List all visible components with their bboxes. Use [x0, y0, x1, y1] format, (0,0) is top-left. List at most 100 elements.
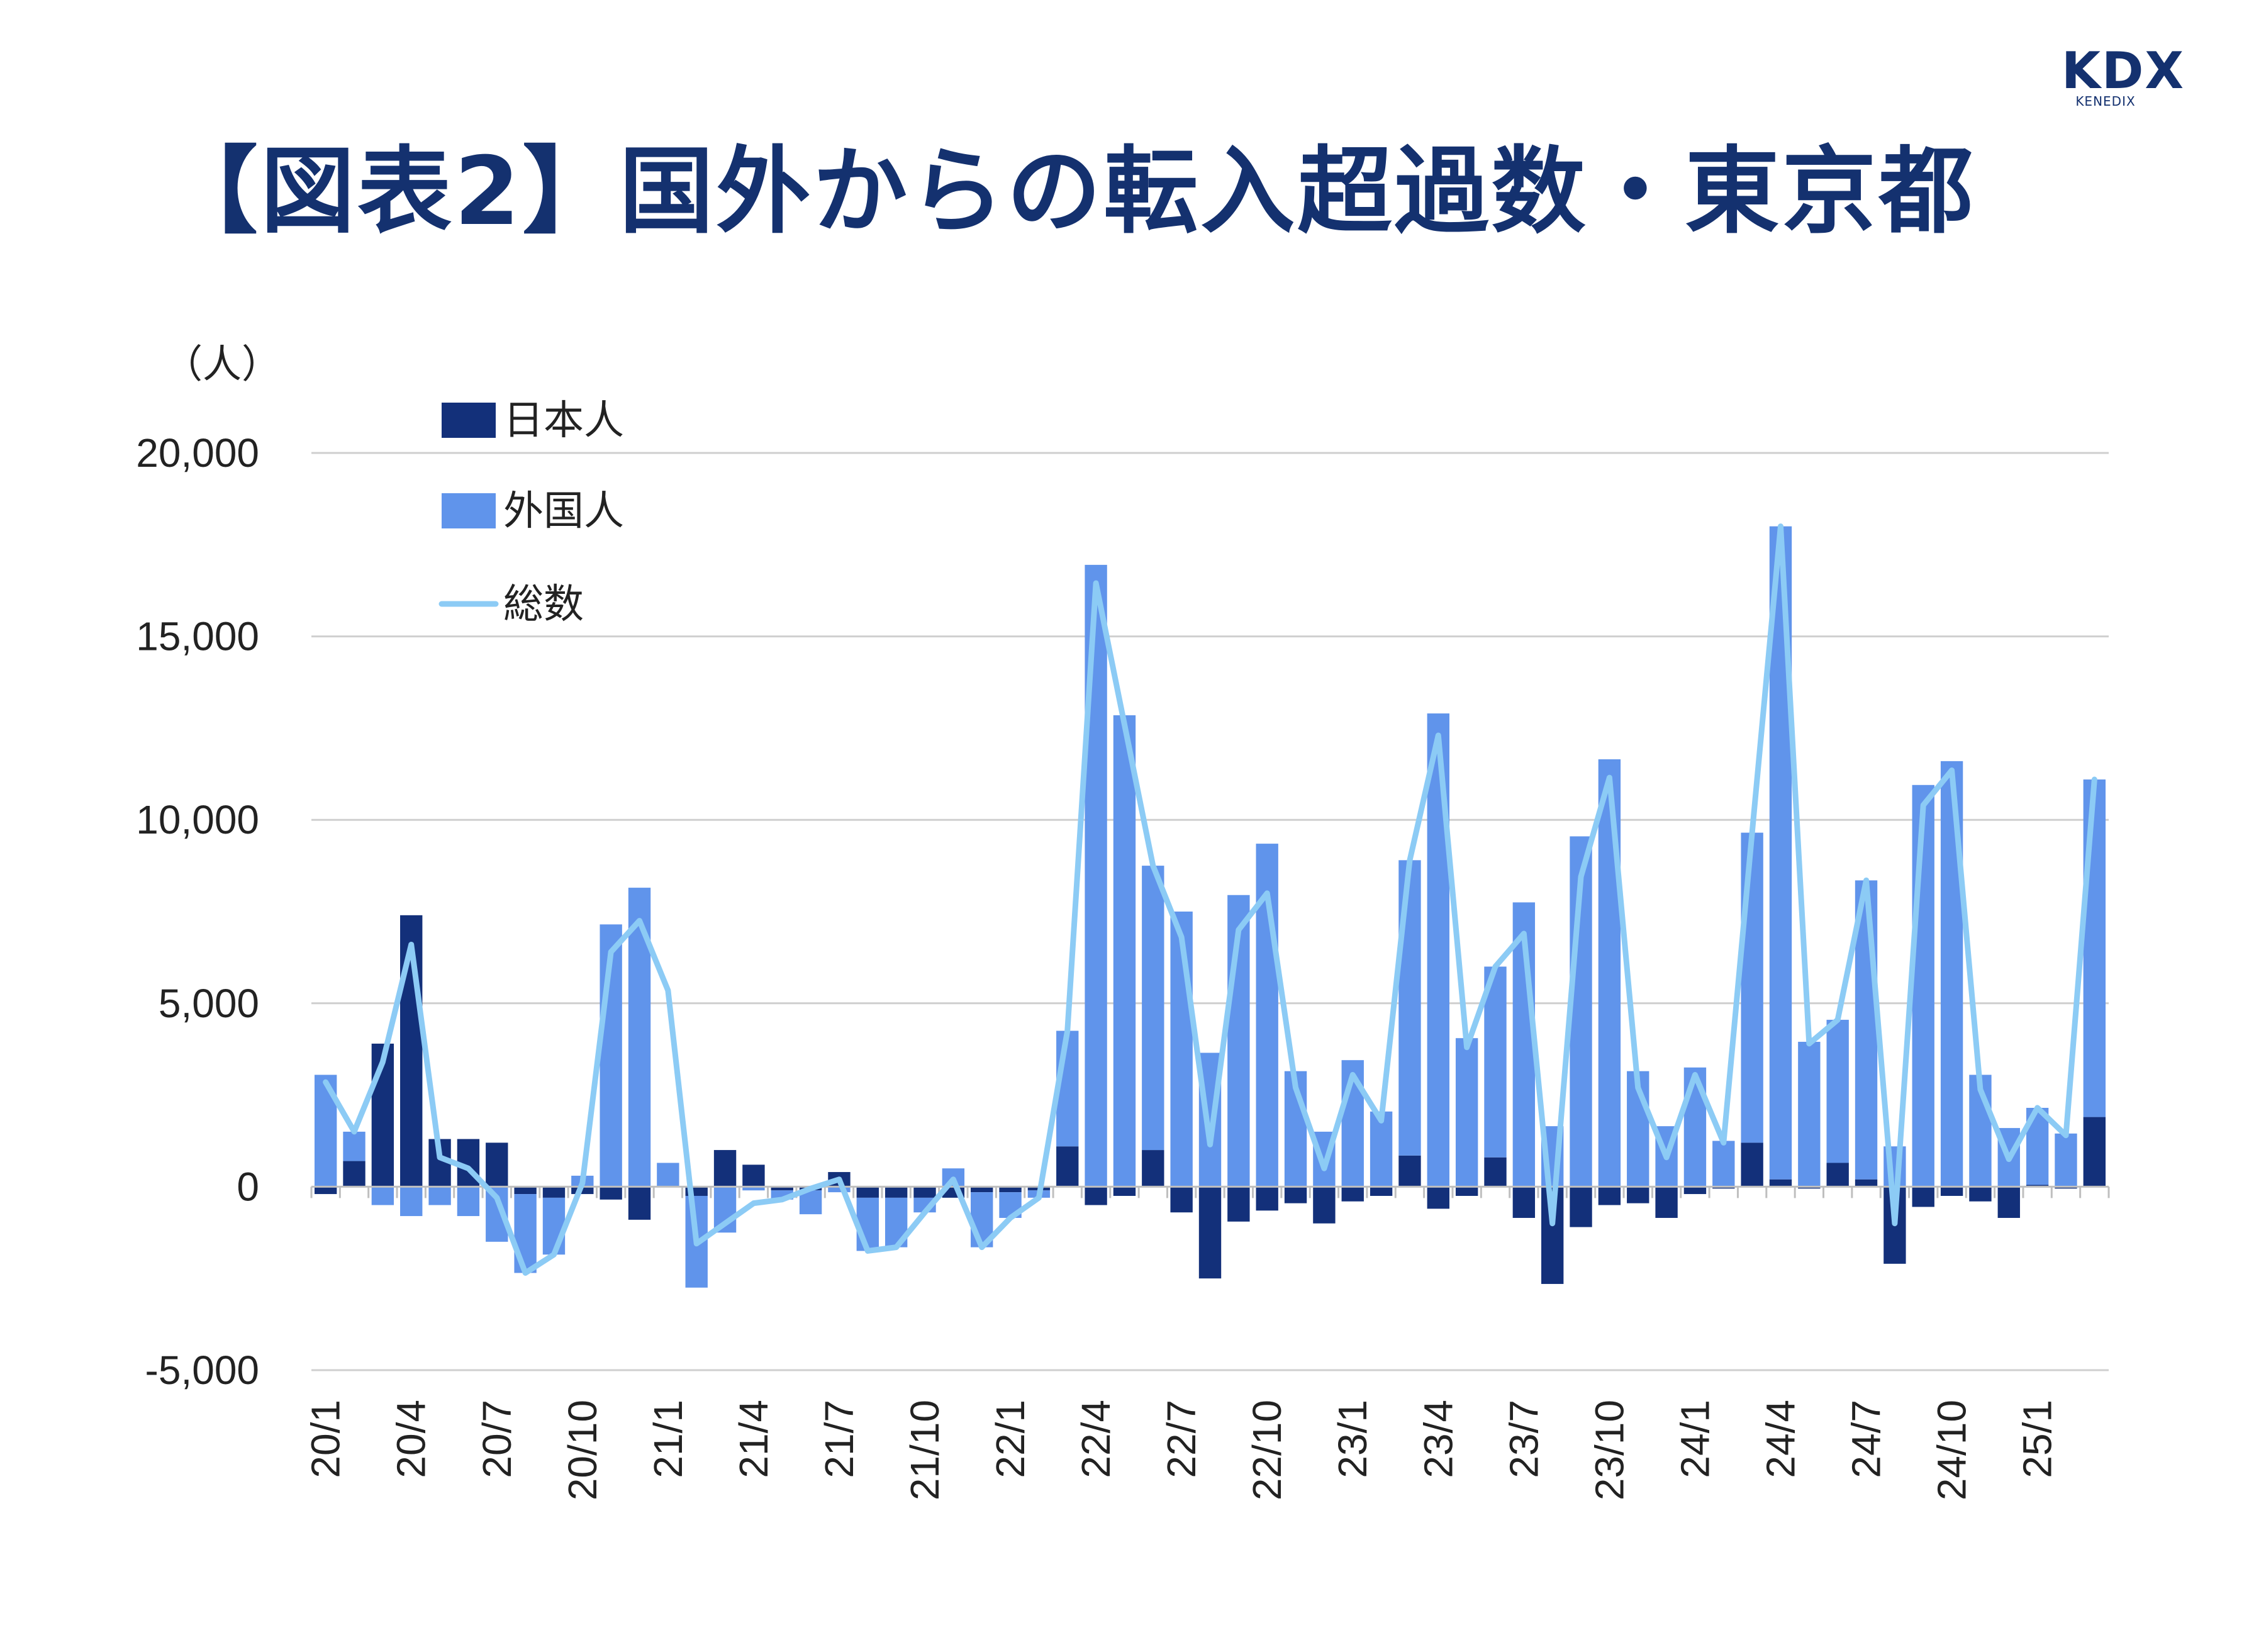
x-tick-label: 22/10 — [1244, 1400, 1290, 1500]
bar-japanese — [1284, 1186, 1307, 1203]
x-tick-label: 20/7 — [474, 1400, 520, 1478]
x-tick-labels: 20/1 20/4 20/7 20/10 21/1 21/4 21/7 21/10 22/1 22… — [303, 1400, 2060, 1500]
bar-japanese — [1512, 1186, 1536, 1218]
bar-japanese — [1056, 1146, 1079, 1187]
x-tick-label: 21/1 — [645, 1400, 691, 1478]
bar-foreign — [657, 1163, 679, 1187]
bar-foreign — [428, 1186, 451, 1205]
bar-japanese — [1570, 1186, 1592, 1227]
bar-japanese — [1427, 1186, 1449, 1209]
bar-japanese — [1912, 1186, 1934, 1207]
bar-japanese — [2083, 1117, 2106, 1187]
x-tick-label: 23/4 — [1415, 1400, 1461, 1478]
bar-japanese — [1256, 1186, 1278, 1211]
bar-japanese — [1655, 1186, 1678, 1218]
bar-japanese — [514, 1186, 537, 1195]
logo-sub-text: KENEDIX — [2075, 94, 2135, 109]
legend-label: 日本人 — [503, 398, 624, 444]
bar-japanese — [971, 1186, 993, 1193]
bar-japanese — [1398, 1155, 1421, 1187]
bar-japanese — [1598, 1186, 1621, 1205]
bar-foreign — [1741, 832, 1763, 1143]
bar-foreign — [1142, 866, 1164, 1151]
y-unit-label: （人） — [164, 341, 281, 387]
bar-japanese — [1370, 1186, 1393, 1196]
bar-foreign — [1683, 1067, 1707, 1187]
bar-japanese — [1170, 1186, 1193, 1213]
x-tick-label: 21/4 — [731, 1400, 776, 1478]
bar-japanese — [713, 1150, 737, 1187]
bar-japanese — [1341, 1186, 1364, 1202]
bar-japanese — [343, 1161, 366, 1187]
bar-japanese — [1997, 1186, 2020, 1218]
bar-foreign — [542, 1197, 566, 1255]
legend-swatch — [442, 403, 496, 438]
x-tick-label: 24/4 — [1758, 1400, 1803, 1478]
bar-japanese — [1855, 1179, 1878, 1187]
bar-foreign — [1085, 564, 1107, 1187]
x-tick-label: 20/1 — [303, 1400, 349, 1478]
bar-japanese — [1741, 1142, 1763, 1187]
bar-foreign — [1912, 784, 1934, 1187]
x-tick-label: 23/1 — [1330, 1400, 1375, 1478]
bar-japanese — [885, 1186, 908, 1198]
bar-foreign — [457, 1186, 480, 1217]
bar-japanese — [600, 1186, 622, 1200]
bar-foreign — [1940, 761, 1963, 1187]
bar-foreign — [371, 1186, 394, 1205]
x-tick-label: 22/1 — [988, 1400, 1033, 1478]
bar-foreign — [856, 1197, 879, 1251]
x-tick-label: 20/10 — [560, 1400, 605, 1500]
bar-foreign — [742, 1186, 765, 1191]
bar-japanese — [1313, 1186, 1336, 1224]
bar-foreign — [2055, 1133, 2077, 1187]
series-line-total — [323, 523, 2097, 1276]
bar-japanese — [314, 1186, 337, 1195]
x-tick-label: 22/4 — [1073, 1400, 1119, 1478]
bar-foreign — [828, 1186, 851, 1193]
bar-foreign — [1398, 860, 1421, 1156]
bar-japanese — [1769, 1179, 1792, 1187]
bar-foreign — [1712, 1141, 1735, 1187]
bar-foreign — [400, 1186, 423, 1217]
page-title: 【図表2】国外からの転入超過数・東京都 — [164, 137, 1976, 247]
x-tick-label: 21/10 — [902, 1400, 947, 1500]
bar-foreign — [1113, 715, 1136, 1187]
y-tick-labels: -5,000 0 5,000 10,000 15,000 20,000 — [136, 430, 259, 1393]
bar-foreign — [1427, 713, 1449, 1187]
x-tick-label: 24/1 — [1672, 1400, 1717, 1478]
bar-foreign — [343, 1131, 366, 1161]
legend-swatch — [442, 493, 496, 528]
x-tick-label: 24/7 — [1844, 1400, 1889, 1478]
bar-japanese — [1484, 1157, 1507, 1187]
x-tick-label: 22/7 — [1159, 1400, 1204, 1478]
bar-foreign — [2083, 779, 2106, 1117]
x-tick-label: 23/7 — [1501, 1400, 1546, 1478]
bar-foreign — [1598, 759, 1621, 1187]
bar-japanese — [999, 1186, 1022, 1193]
y-tick-label: 10,000 — [136, 797, 259, 842]
bar-japanese — [771, 1186, 793, 1191]
bar-foreign — [1826, 1020, 1849, 1163]
x-tick-label: 20/4 — [389, 1400, 434, 1478]
x-tick-label: 23/10 — [1587, 1400, 1632, 1500]
bar-japanese — [742, 1164, 765, 1187]
legend-label: 総数 — [503, 581, 584, 628]
legend-label: 外国人 — [503, 488, 624, 535]
bar-japanese — [1085, 1186, 1107, 1205]
logo-main-text: KDX — [2062, 43, 2185, 100]
x-tick-label: 25/1 — [2015, 1400, 2060, 1478]
x-tick-label: 24/10 — [1929, 1400, 1975, 1500]
bar-japanese — [856, 1186, 879, 1198]
bar-foreign — [514, 1194, 537, 1273]
bar-foreign — [1455, 1038, 1478, 1187]
x-tick-label: 21/7 — [817, 1400, 862, 1478]
y-tick-label: 20,000 — [136, 430, 259, 476]
bar-japanese — [1227, 1186, 1250, 1222]
bar-foreign — [1798, 1042, 1821, 1187]
bar-foreign — [1370, 1111, 1393, 1187]
bar-japanese — [628, 1186, 651, 1220]
y-tick-label: 5,000 — [159, 981, 259, 1026]
